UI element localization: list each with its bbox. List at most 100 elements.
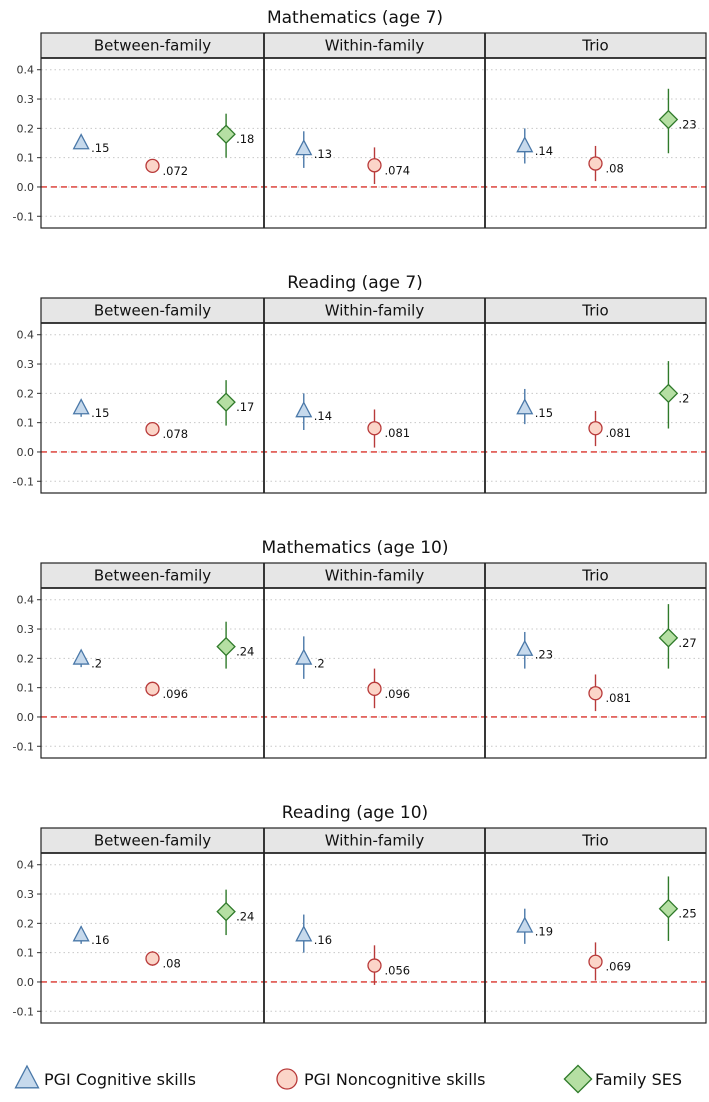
- triangle-marker: [72, 925, 90, 942]
- data-point: .24: [216, 889, 254, 936]
- y-tick-label: 0.3: [17, 888, 35, 901]
- data-point: .096: [145, 681, 189, 701]
- data-point: .17: [216, 380, 254, 426]
- chart-block: Reading (age 10) 0.4 0.3 0.2 0.1 0.0 -0.1 Betwe…: [13, 803, 707, 1024]
- circle-marker: [145, 951, 160, 966]
- legend-item: PGI Cognitive skills: [14, 1064, 196, 1089]
- facet-label: Trio: [581, 302, 608, 320]
- circle-marker: [367, 681, 382, 696]
- circle-marker: [588, 421, 603, 436]
- data-label: .13: [314, 147, 332, 161]
- data-label: .074: [385, 163, 411, 177]
- chart-title: Reading (age 7): [287, 273, 423, 293]
- data-label: .096: [385, 687, 411, 701]
- data-point: .19: [516, 908, 553, 944]
- y-tick-label: 0.4: [17, 329, 35, 342]
- y-tick-label: 0.3: [17, 358, 35, 371]
- y-tick-label: -0.1: [13, 1005, 34, 1018]
- data-label: .23: [678, 118, 696, 132]
- data-point: .23: [516, 631, 553, 669]
- legend-item: Family SES: [563, 1064, 682, 1094]
- data-point: .2: [72, 648, 102, 670]
- y-tick-label: 0.4: [17, 64, 35, 77]
- data-label: .15: [91, 406, 109, 420]
- data-label: .056: [385, 964, 411, 978]
- diamond-marker: [658, 109, 679, 130]
- y-tick-label: 0.0: [17, 711, 35, 724]
- triangle-marker: [516, 136, 534, 153]
- data-label: .078: [163, 427, 189, 441]
- data-label: .17: [236, 400, 254, 414]
- diamond-marker: [658, 628, 679, 648]
- data-label: .2: [91, 656, 102, 670]
- facet-label: Trio: [581, 832, 608, 850]
- chart-block: Mathematics (age 10) 0.4 0.3 0.2 0.1 0.0 -0.1 B…: [13, 538, 707, 759]
- y-tick-label: 0.1: [17, 682, 35, 695]
- chart-title: Mathematics (age 7): [267, 8, 443, 28]
- circle-marker: [588, 686, 603, 701]
- facet-label: Between-family: [94, 567, 211, 585]
- y-tick-label: 0.3: [17, 93, 35, 106]
- circle-legend-icon: [276, 1068, 298, 1090]
- data-point: .08: [588, 145, 624, 182]
- y-tick-label: -0.1: [13, 475, 34, 488]
- circle-marker: [145, 158, 160, 174]
- triangle-legend-icon: [14, 1064, 40, 1089]
- triangle-marker: [295, 401, 313, 418]
- data-point: .2: [295, 636, 325, 679]
- data-point: .081: [588, 410, 631, 447]
- data-label: .14: [535, 144, 553, 158]
- data-label: .23: [535, 648, 553, 662]
- panel-frame: [40, 297, 707, 494]
- data-label: .15: [535, 406, 553, 420]
- y-tick-label: 0.4: [17, 859, 35, 872]
- circle-marker: [588, 156, 603, 171]
- legend-item: PGI Noncognitive skills: [276, 1068, 485, 1090]
- y-tick-label: -0.1: [13, 740, 34, 753]
- data-point: .072: [145, 158, 189, 178]
- data-label: .08: [163, 957, 181, 971]
- diamond-marker: [658, 383, 679, 404]
- chart-block: Reading (age 7) 0.4 0.3 0.2 0.1 0.0 -0.1 Betwee…: [13, 273, 707, 494]
- legend-label: PGI Noncognitive skills: [304, 1070, 485, 1089]
- facet-label: Between-family: [94, 302, 211, 320]
- triangle-marker: [516, 398, 534, 415]
- data-label: .25: [678, 907, 696, 921]
- diamond-marker: [658, 898, 679, 919]
- data-label: .081: [606, 691, 632, 705]
- circle-marker: [145, 421, 160, 437]
- y-tick-label: 0.0: [17, 446, 35, 459]
- triangle-marker: [72, 133, 90, 150]
- triangle-marker: [72, 648, 90, 665]
- data-point: .25: [658, 876, 697, 941]
- data-point: .16: [72, 925, 109, 947]
- diamond-marker: [216, 901, 236, 922]
- data-point: .27: [658, 604, 697, 669]
- data-point: .15: [72, 398, 109, 420]
- data-point: .16: [295, 914, 332, 953]
- y-tick-label: 0.1: [17, 417, 35, 430]
- data-label: .18: [236, 132, 254, 146]
- data-label: .069: [606, 960, 632, 974]
- data-label: .096: [163, 687, 189, 701]
- y-tick-label: 0.0: [17, 976, 35, 989]
- diamond-legend-icon: [563, 1064, 593, 1094]
- y-tick-label: 0.1: [17, 152, 35, 165]
- y-tick-label: 0.1: [17, 947, 35, 960]
- triangle-marker: [295, 139, 313, 156]
- y-tick-label: 0.2: [17, 652, 35, 665]
- legend: PGI Cognitive skills PGI Noncognitive ski…: [14, 1064, 682, 1094]
- data-point: .24: [216, 621, 254, 669]
- y-tick-label: 0.2: [17, 917, 35, 930]
- data-label: .14: [314, 409, 332, 423]
- data-point: .13: [295, 131, 332, 168]
- data-label: .072: [163, 164, 189, 178]
- triangle-marker: [516, 639, 534, 656]
- circle-marker: [367, 158, 382, 173]
- panel-frame: [40, 32, 707, 229]
- data-label: .27: [678, 636, 696, 650]
- diamond-marker: [216, 124, 236, 144]
- facet-label: Trio: [581, 567, 608, 585]
- chart-title: Mathematics (age 10): [262, 538, 449, 558]
